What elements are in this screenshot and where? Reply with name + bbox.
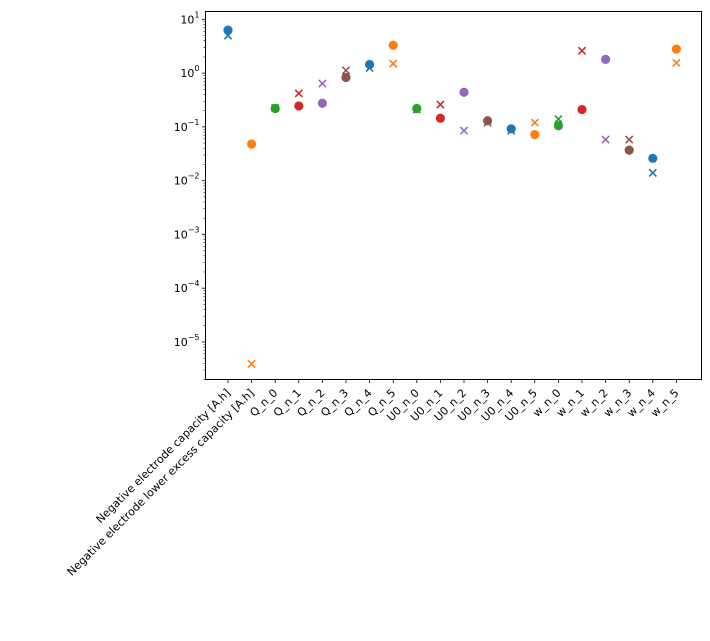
circle-marker xyxy=(601,54,611,64)
circle-marker xyxy=(624,145,634,155)
x-marker xyxy=(318,79,327,88)
x-marker xyxy=(412,105,421,114)
x-marker xyxy=(648,168,657,177)
circle-marker xyxy=(341,72,351,83)
x-marker xyxy=(247,359,256,369)
x-marker xyxy=(601,135,610,144)
circle-marker xyxy=(553,121,564,131)
x-marker xyxy=(483,118,492,127)
y-tick-label: 10−1 xyxy=(174,118,200,134)
plot-area xyxy=(205,11,702,380)
x-marker xyxy=(625,135,634,144)
y-tick-label: 10−3 xyxy=(174,225,200,241)
circle-marker xyxy=(365,59,375,70)
y-tick-label: 101 xyxy=(180,10,199,26)
y-tick-label: 100 xyxy=(180,64,199,80)
x-marker xyxy=(507,126,516,135)
circle-marker xyxy=(577,104,587,115)
x-marker xyxy=(365,63,374,73)
x-tick-label: Negative electrode capacity [A.h] xyxy=(94,386,234,526)
circle-marker xyxy=(671,44,682,54)
y-tick-label: 10−2 xyxy=(174,172,200,188)
x-marker xyxy=(294,89,303,98)
circle-marker xyxy=(506,124,516,134)
x-marker xyxy=(672,58,681,68)
x-marker xyxy=(271,103,280,113)
circle-marker xyxy=(459,87,469,97)
circle-marker xyxy=(435,113,445,123)
y-tick-label: 10−5 xyxy=(174,333,200,349)
x-marker xyxy=(530,118,539,127)
x-marker xyxy=(459,126,469,135)
y-tick-label: 10−4 xyxy=(174,279,200,295)
circle-marker xyxy=(530,129,540,140)
circle-marker xyxy=(483,116,493,126)
circle-marker xyxy=(294,101,304,111)
circle-marker xyxy=(648,153,658,163)
x-marker xyxy=(223,31,233,40)
y-axis: 10−5 10−4 10−3 10−2 10−1 100 101 xyxy=(174,10,206,380)
x-marker xyxy=(554,114,563,124)
x-marker xyxy=(577,46,587,55)
x-tick-label: Negative electrode lower excess capacity… xyxy=(65,386,257,578)
x-marker xyxy=(389,59,398,68)
circle-marker xyxy=(317,98,327,108)
x-marker xyxy=(341,66,351,75)
data-markers xyxy=(223,25,682,369)
circle-marker xyxy=(247,139,257,149)
axes-frame xyxy=(205,11,702,380)
circle-marker xyxy=(388,40,398,50)
x-marker xyxy=(436,100,445,109)
x-axis: Negative electrode capacity [A.h]Negativ… xyxy=(65,379,682,578)
